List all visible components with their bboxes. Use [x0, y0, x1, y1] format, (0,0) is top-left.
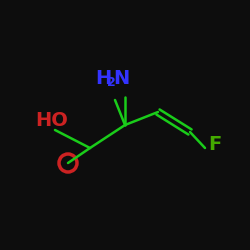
- Text: HO: HO: [35, 110, 68, 130]
- Text: F: F: [208, 136, 221, 154]
- Text: H: H: [95, 68, 111, 87]
- Text: 2: 2: [107, 76, 116, 88]
- Text: N: N: [113, 68, 129, 87]
